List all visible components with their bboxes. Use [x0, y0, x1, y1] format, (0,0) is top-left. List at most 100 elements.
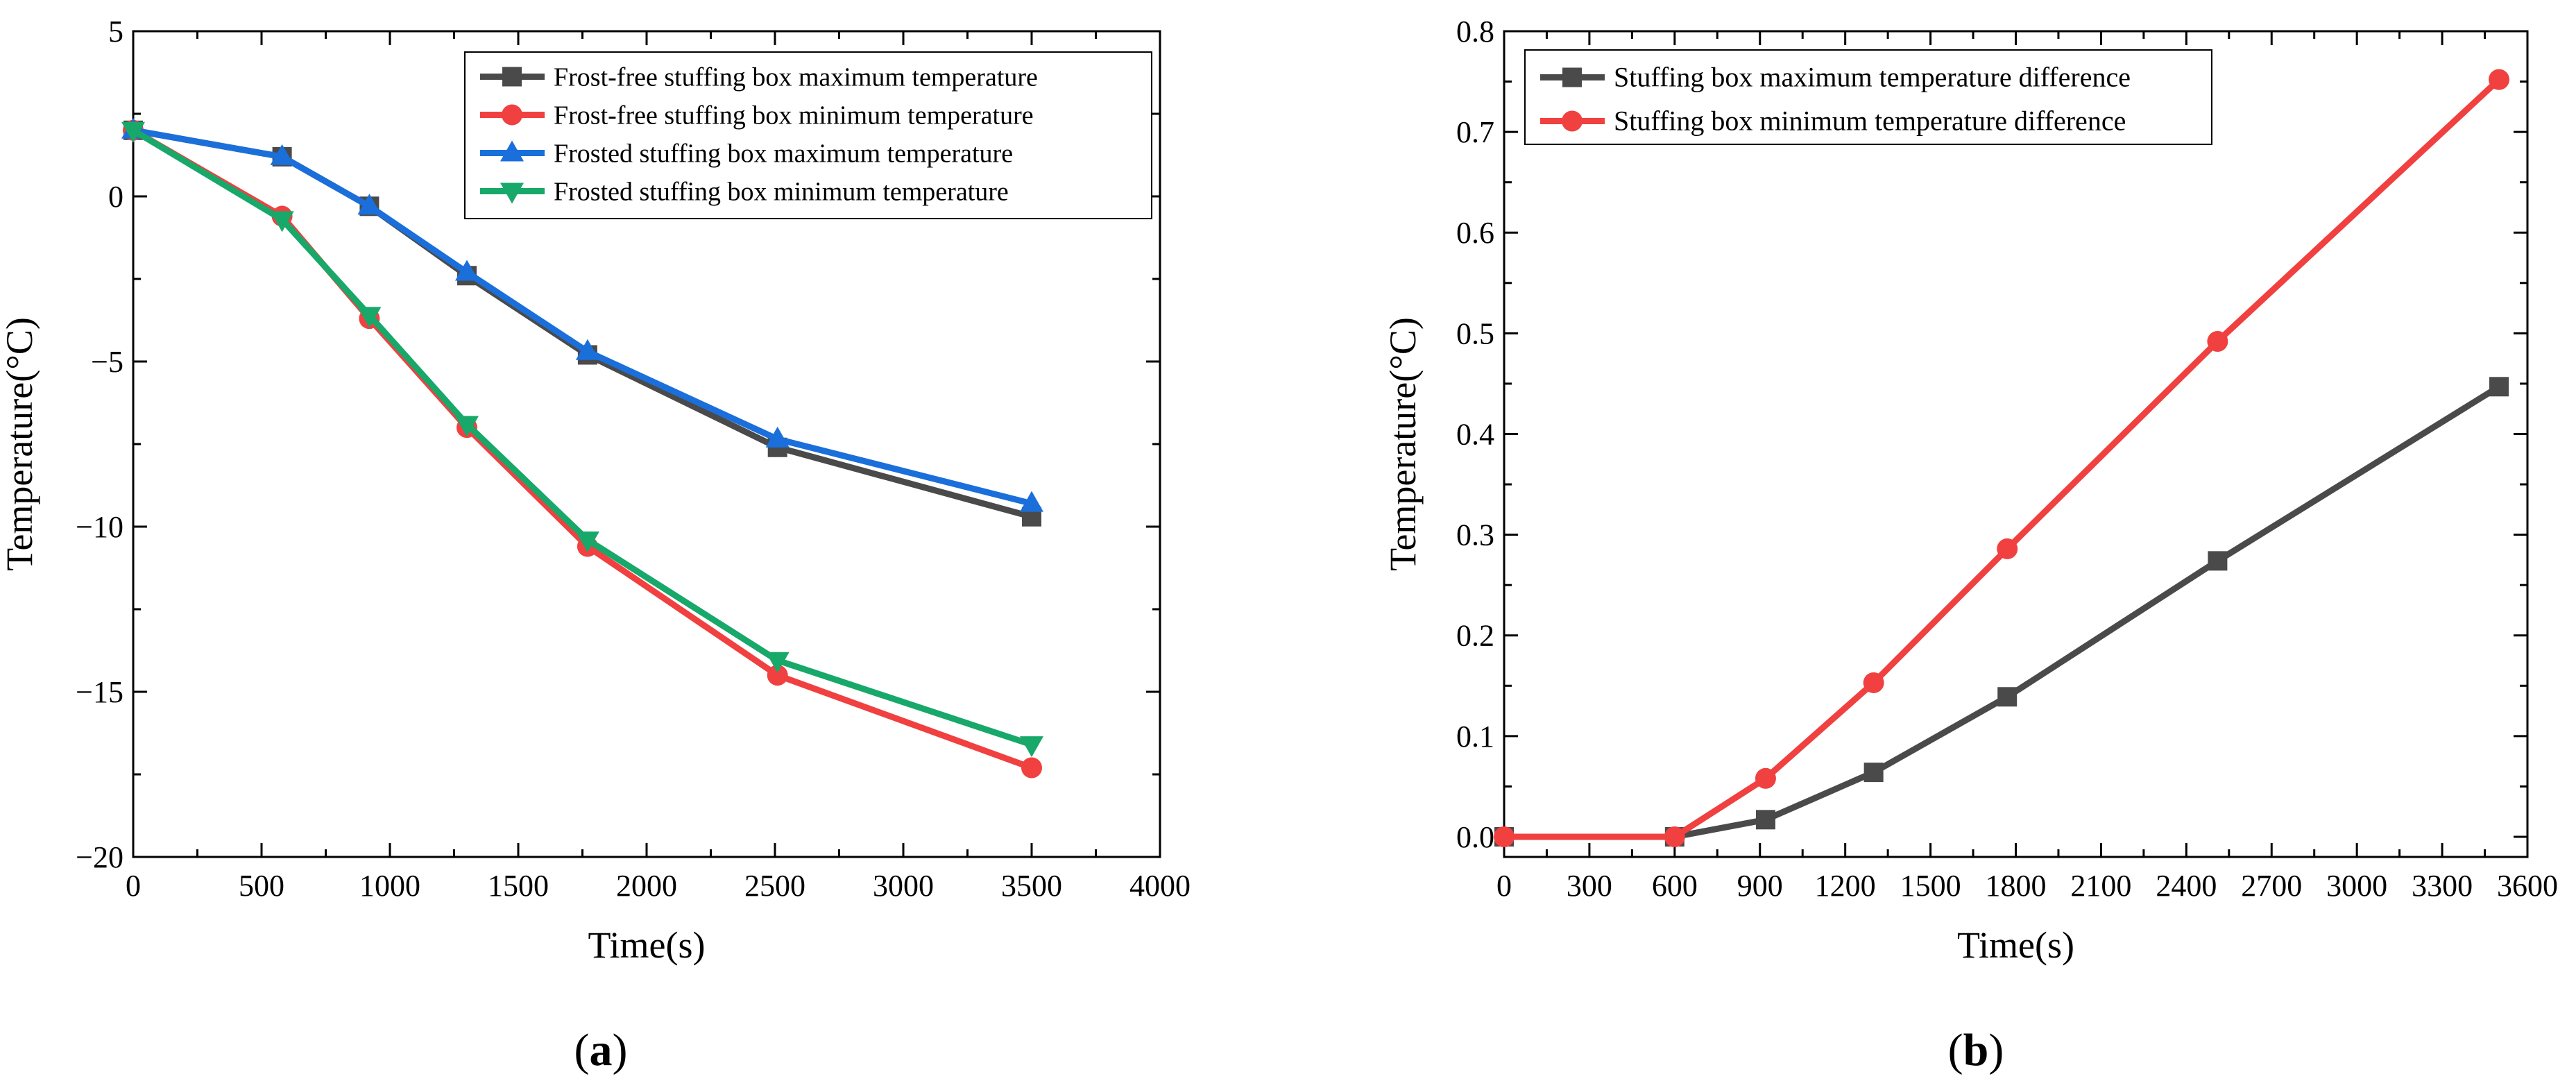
y-tick-label: 0.4 [1456, 417, 1494, 451]
data-point [575, 532, 599, 553]
panel-label: (a) [574, 1025, 628, 1076]
x-tick-label: 4000 [1129, 869, 1191, 903]
y-tick-label: 0.0 [1456, 820, 1494, 854]
legend: Stuffing box maximum temperature differe… [1524, 49, 2212, 145]
x-tick-label: 2700 [2241, 869, 2302, 903]
x-tick-label: 1500 [488, 869, 549, 903]
data-point [575, 339, 599, 360]
panel-label-letter: a [590, 1025, 613, 1076]
x-tick-label: 2000 [616, 869, 677, 903]
data-point [357, 307, 382, 328]
legend-swatch-marker [502, 104, 522, 126]
x-tick-label: 900 [1737, 869, 1783, 903]
data-point [1020, 491, 1043, 512]
data-point [1863, 763, 1884, 783]
legend-box [464, 51, 1152, 219]
legend-item: Frosted stuffing box minimum temperature [480, 178, 1009, 207]
x-axis-title: Time(s) [1957, 924, 2074, 966]
x-tick-label: 2100 [2070, 869, 2131, 903]
x-tick-label: 3000 [873, 869, 934, 903]
chart-panel-b: 0 300 600 900 1200 1500 1800 2100 2400 2700 3000 33… [1382, 15, 2558, 1076]
y-tick-label: 0.8 [1456, 15, 1494, 49]
legend-item: Frost-free stuffing box maximum temperat… [480, 63, 1038, 92]
panel-label-close: ) [1988, 1025, 2004, 1076]
legend-item: Stuffing box maximum temperature differe… [1540, 62, 2131, 93]
data-point [270, 211, 294, 232]
x-tick-label: 3500 [1001, 869, 1062, 903]
x-tick-label: 0 [1496, 869, 1512, 903]
x-tick-label: 2500 [744, 869, 805, 903]
legend-swatch-marker [1562, 67, 1582, 87]
data-point [2489, 69, 2510, 90]
x-tick-label: 300 [1567, 869, 1612, 903]
x-tick-label: 1200 [1815, 869, 1876, 903]
legend-item: Frosted stuffing box maximum temperature [480, 139, 1013, 169]
data-point [357, 194, 382, 215]
series-line [131, 127, 1033, 748]
legend-item: Stuffing box minimum temperature differe… [1540, 105, 2126, 137]
data-point [1020, 736, 1043, 758]
legend-label: Frosted stuffing box minimum temperature [554, 178, 1009, 207]
data-point [1755, 810, 1775, 830]
data-point [1997, 538, 2018, 559]
y-tick-label: 0 [108, 180, 123, 214]
y-tick-label: −20 [76, 840, 123, 874]
data-point [2208, 551, 2228, 571]
data-point [1997, 687, 2018, 707]
y-tick-label: 0.3 [1456, 518, 1494, 552]
data-point [1664, 826, 1685, 847]
legend-swatch-marker [502, 67, 522, 87]
x-tick-label: 1500 [1900, 869, 1961, 903]
y-tick-label: 0.6 [1456, 216, 1494, 250]
legend-label: Stuffing box minimum temperature differe… [1614, 105, 2126, 137]
legend-label: Stuffing box maximum temperature differe… [1614, 62, 2131, 93]
y-tick-label: 0.7 [1456, 115, 1494, 149]
legend-label: Frost-free stuffing box maximum temperat… [554, 63, 1038, 92]
panel-label-letter: b [1963, 1025, 1989, 1076]
legend-label: Frosted stuffing box maximum temperature [554, 139, 1013, 169]
x-tick-label: 1800 [1986, 869, 2047, 903]
legend-swatch-marker [1562, 110, 1583, 132]
series-line [131, 127, 1033, 771]
panel-label: (b) [1948, 1025, 2004, 1076]
data-point [2207, 330, 2228, 352]
x-tick-label: 0 [126, 869, 141, 903]
data-point [765, 652, 790, 673]
y-tick-label: 0.2 [1456, 619, 1494, 653]
plot-frame [1503, 30, 2529, 858]
data-point [455, 260, 479, 281]
y-tick-label: −15 [76, 675, 123, 709]
legend: Frost-free stuffing box maximum temperat… [464, 51, 1152, 219]
x-tick-label: 2400 [2156, 869, 2217, 903]
data-point [765, 426, 790, 448]
x-tick-label: 3000 [2326, 869, 2387, 903]
data-point [270, 144, 294, 165]
y-axis-title: Temperature(°C) [0, 317, 40, 571]
data-point [1494, 826, 1515, 847]
y-tick-label: 5 [108, 15, 123, 49]
data-point [2489, 377, 2509, 397]
panel-label-close: ) [613, 1025, 628, 1076]
x-tick-label: 1000 [359, 869, 420, 903]
series-3 [121, 117, 1043, 512]
series-line [1504, 384, 2501, 840]
legend-label: Frost-free stuffing box minimum temperat… [554, 101, 1034, 130]
data-point [1863, 672, 1884, 693]
x-tick-label: 500 [239, 869, 284, 903]
legend-item: Frost-free stuffing box minimum temperat… [480, 101, 1034, 130]
data-point [767, 665, 788, 686]
series-4 [121, 121, 1043, 758]
legend-swatch-marker [500, 182, 524, 204]
legend-swatch-marker [500, 140, 524, 162]
legend-box [1524, 49, 2212, 145]
data-point [1755, 767, 1776, 789]
data-point [121, 121, 145, 143]
y-tick-label: −10 [76, 510, 123, 544]
panel-label-open: ( [1948, 1025, 1963, 1076]
x-tick-label: 3600 [2497, 869, 2558, 903]
y-tick-label: 0.1 [1456, 720, 1494, 754]
y-tick-label: −5 [91, 345, 123, 379]
series-2 [1494, 69, 2510, 847]
x-tick-label: 3300 [2412, 869, 2473, 903]
chart-panel-a: 0 500 1000 1500 2000 2500 3000 3500 4000 −20 −15 −1… [0, 15, 1191, 1076]
